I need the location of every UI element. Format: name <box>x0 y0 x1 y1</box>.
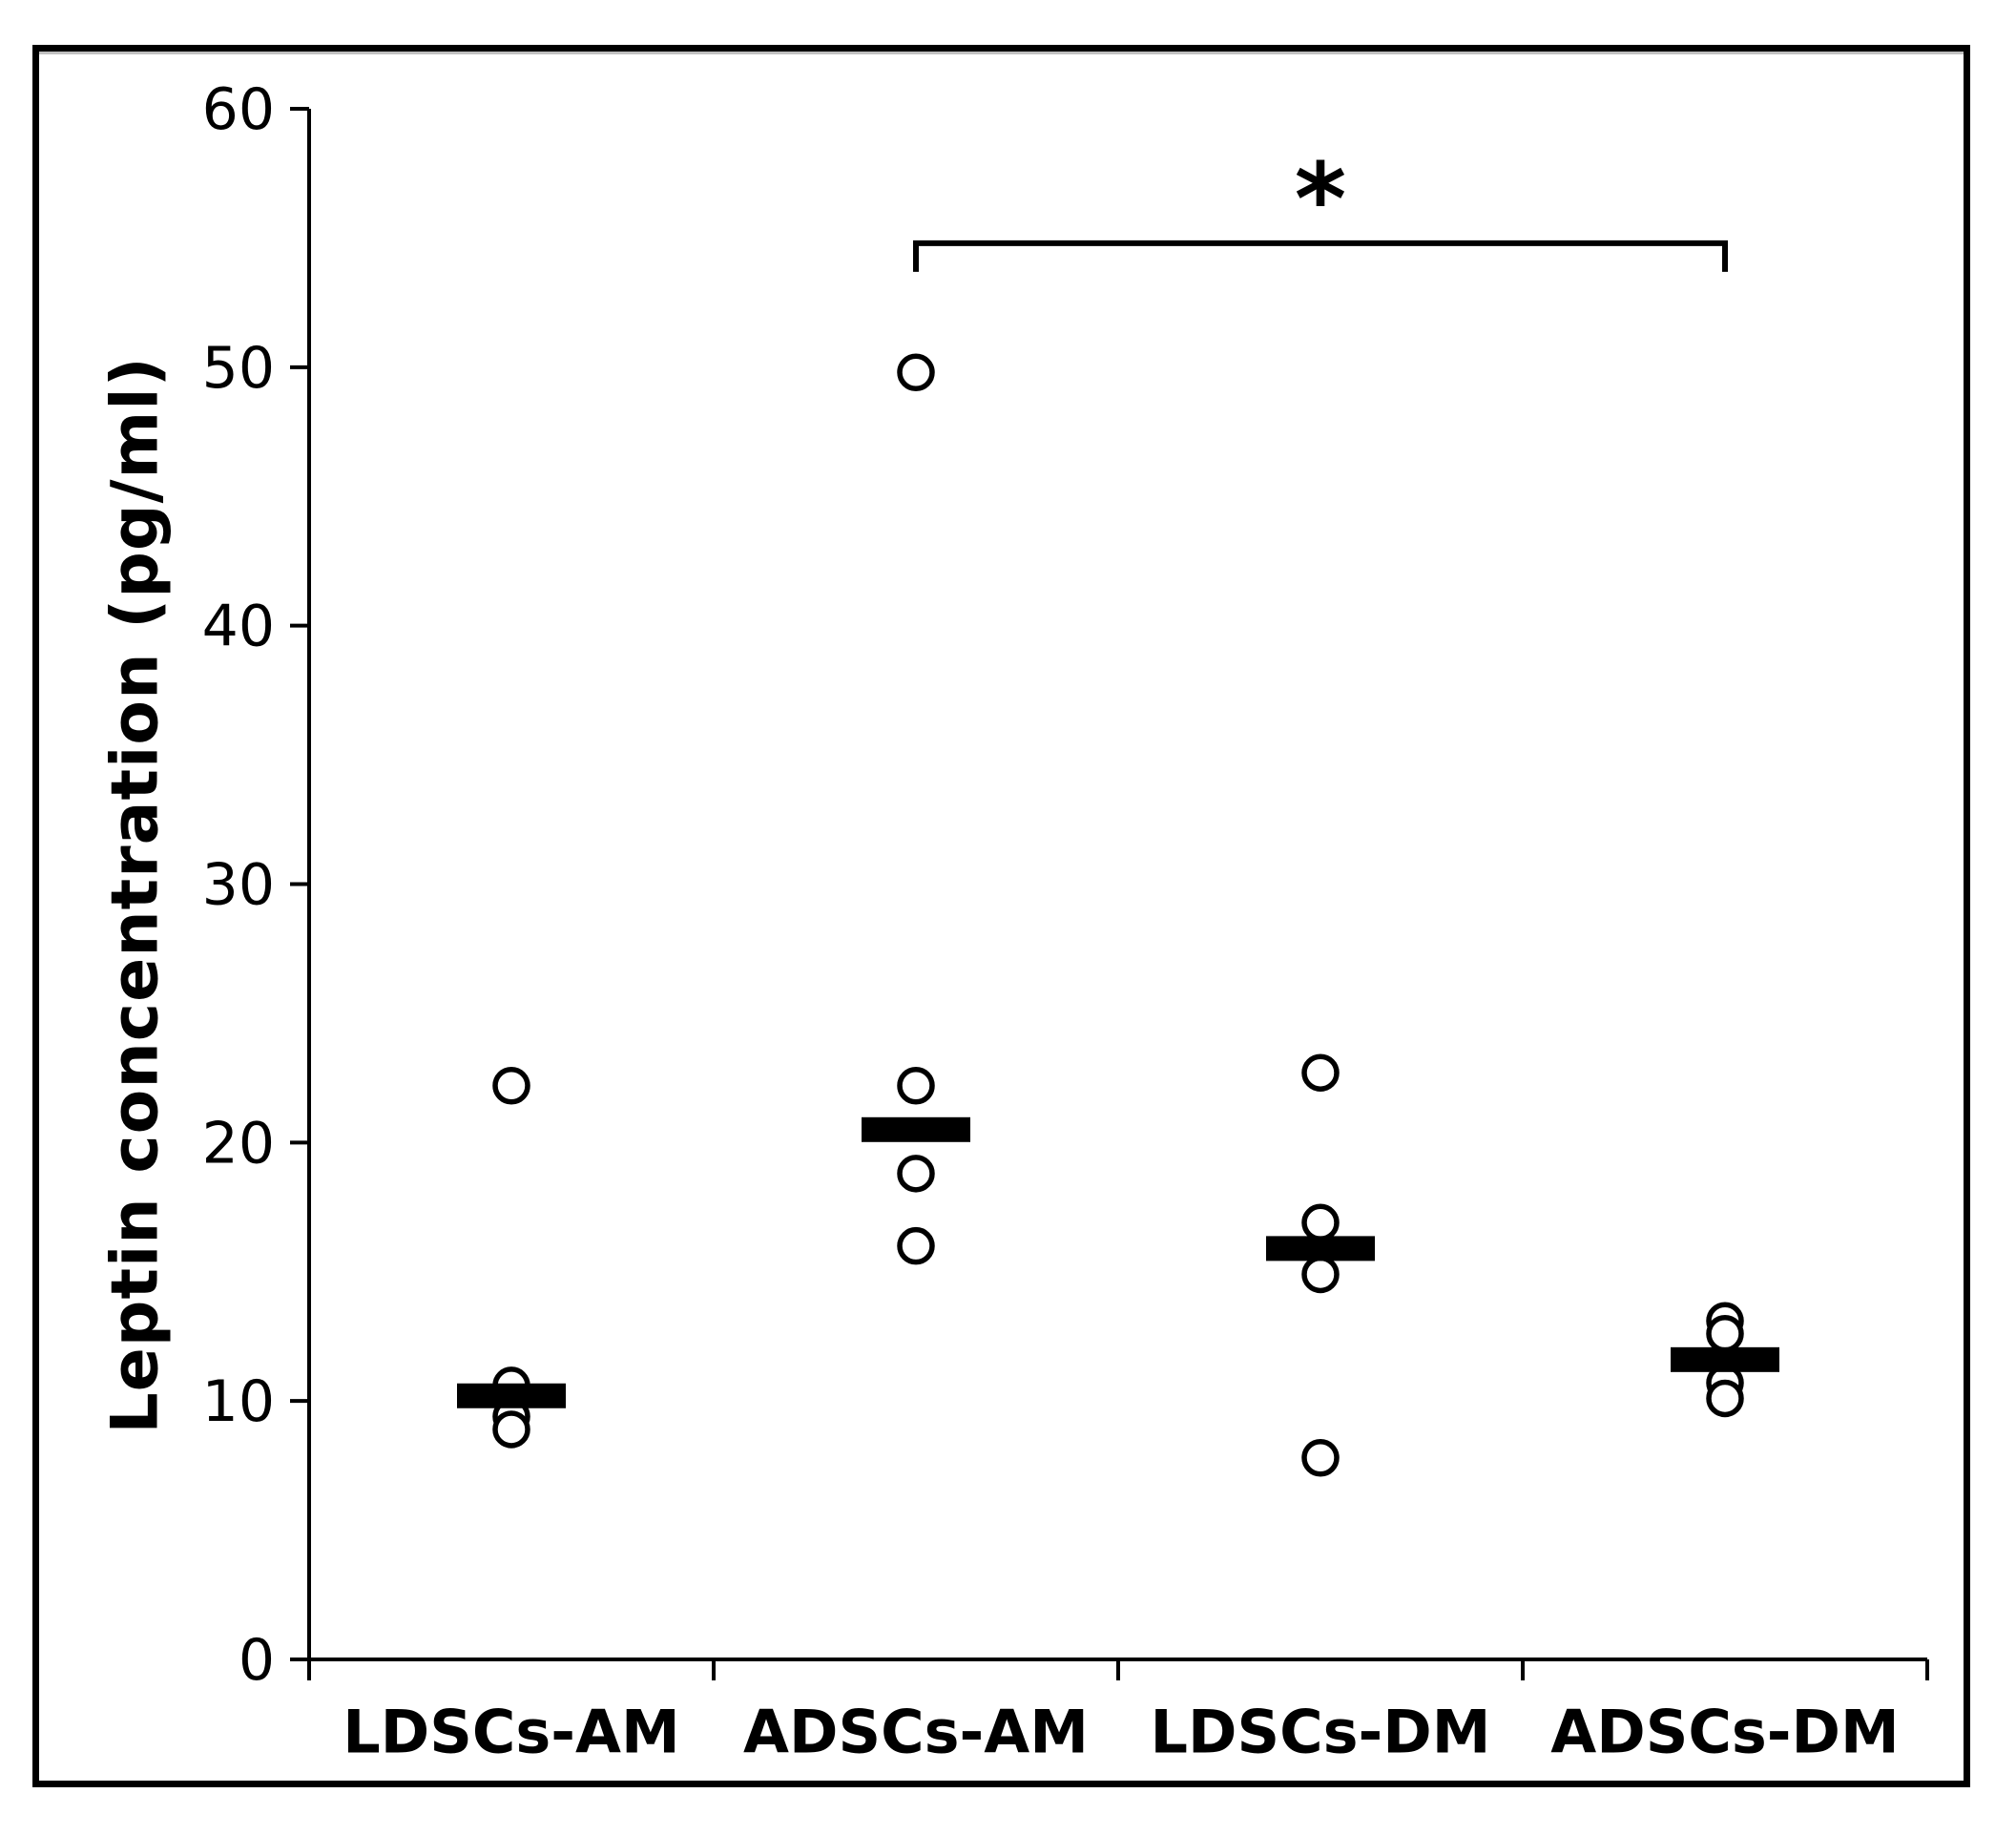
figure-frame <box>32 45 1970 1787</box>
data-point <box>1301 1053 1340 1092</box>
x-category-label: LDSCs-AM <box>343 1698 679 1767</box>
data-point <box>1301 1439 1340 1477</box>
data-point <box>1301 1203 1340 1242</box>
data-point <box>1706 1315 1744 1353</box>
x-category-label: ADSCs-DM <box>1550 1698 1899 1767</box>
data-point <box>492 1067 530 1105</box>
y-tick-label: 60 <box>202 76 275 143</box>
median-bar <box>457 1383 566 1408</box>
y-tick-label: 20 <box>202 1110 275 1177</box>
y-tick-label: 50 <box>202 335 275 402</box>
data-point <box>897 1226 935 1265</box>
x-category-label: ADSCs-AM <box>743 1698 1089 1767</box>
data-point <box>1706 1379 1744 1418</box>
y-tick-label: 10 <box>202 1368 275 1435</box>
y-tick-label: 40 <box>202 594 275 660</box>
data-point <box>492 1410 530 1449</box>
significance-asterisk: * <box>1295 141 1346 258</box>
significance-bracket <box>913 240 1728 272</box>
data-point <box>1301 1255 1340 1294</box>
data-point <box>897 1067 935 1105</box>
y-tick-label: 0 <box>239 1627 275 1694</box>
y-tick-label: 30 <box>202 852 275 919</box>
median-bar <box>862 1116 970 1142</box>
data-point <box>897 1155 935 1193</box>
median-bar <box>1266 1236 1375 1262</box>
median-bar <box>1671 1346 1779 1372</box>
data-point <box>897 353 935 392</box>
x-category-label: LDSCs-DM <box>1151 1698 1491 1767</box>
